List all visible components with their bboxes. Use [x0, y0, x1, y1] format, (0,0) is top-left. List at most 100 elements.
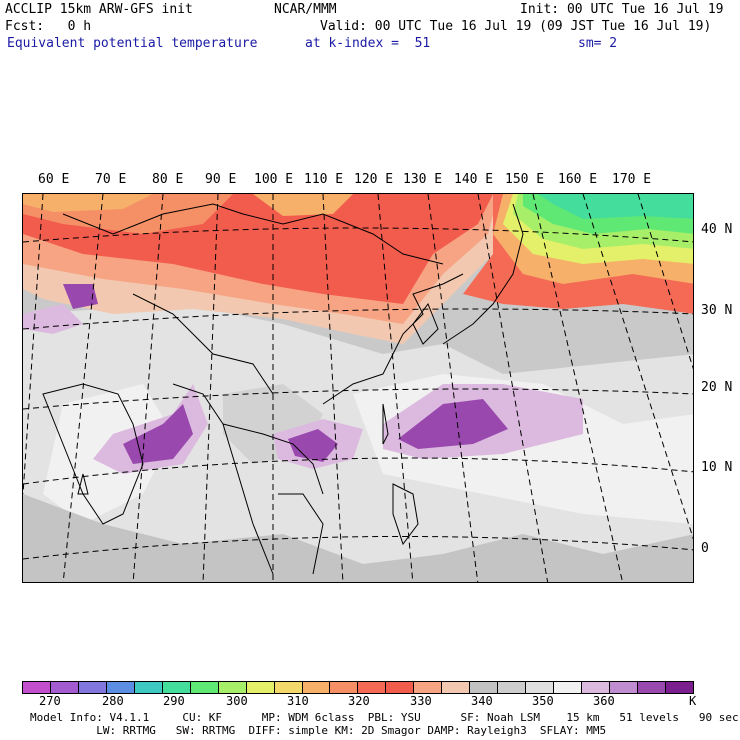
- lon-label: 80 E: [152, 172, 184, 187]
- level-index: at k-index = 51: [305, 36, 431, 51]
- lon-label: 120 E: [354, 172, 394, 187]
- field-lavender-bay-of-bengal: [93, 384, 208, 474]
- colorbar-label: 320: [348, 694, 370, 708]
- colorbar: [22, 681, 694, 694]
- coast-sri-lanka: [77, 473, 89, 495]
- coast-india: [42, 383, 144, 525]
- colorbar-swatch: [246, 682, 275, 693]
- colorbar-label: 270: [39, 694, 61, 708]
- valid-time: Valid: 00 UTC Tue 16 Jul 19 (09 JST Tue …: [320, 19, 712, 34]
- colorbar-swatch: [442, 682, 471, 693]
- field-orange-mongolia: [253, 194, 353, 216]
- center-label: NCAR/MMM: [274, 2, 337, 17]
- field-gray-south: [23, 494, 693, 582]
- colorbar-swatch: [330, 682, 359, 693]
- model-info-line1: Model Info: V4.1.1 CU: KF MP: WDM 6class…: [30, 711, 739, 724]
- lon-line-140e: [477, 194, 549, 582]
- lon-line-150e: [532, 194, 624, 582]
- lon-label: 170 E: [612, 172, 652, 187]
- field-purple-indochina: [288, 429, 338, 462]
- colorbar-swatch: [637, 682, 666, 693]
- colorbar-swatch: [610, 682, 638, 693]
- lat-line-10n: [23, 457, 693, 485]
- lat-label: 30 N: [701, 303, 733, 318]
- coast-korea: [412, 302, 439, 345]
- colorbar-swatch: [302, 682, 331, 693]
- lon-line-90e: [202, 194, 219, 582]
- colorbar-swatch: [50, 682, 79, 693]
- lon-line-120e: [377, 194, 414, 582]
- lon-label: 60 E: [38, 172, 70, 187]
- coast-japan: [442, 203, 524, 345]
- model-info-line2: LW: RRTMG SW: RRTMG DIFF: simple KM: 2D …: [30, 724, 607, 737]
- colorbar-label: 300: [226, 694, 248, 708]
- colorbar-label: 290: [163, 694, 185, 708]
- lat-label: 10 N: [701, 460, 733, 475]
- lon-label: 130 E: [403, 172, 443, 187]
- border-himalaya: [132, 293, 274, 395]
- colorbar-swatch: [386, 682, 415, 693]
- lat-line-30n: [23, 308, 693, 330]
- colorbar-swatch: [274, 682, 303, 693]
- lon-line-160e: [582, 194, 693, 540]
- field-purple-bay-of-bengal: [123, 404, 193, 464]
- forecast-hour: Fcst: 0 h: [5, 19, 92, 34]
- colorbar-swatch: [106, 682, 135, 693]
- coastlines: [42, 203, 524, 575]
- colorbar-swatch: [358, 682, 387, 693]
- lat-line-40n: [23, 227, 693, 243]
- map-field: [23, 194, 693, 582]
- lon-label: 100 E: [254, 172, 294, 187]
- colorbar-swatch: [162, 682, 191, 693]
- lon-label: 150 E: [505, 172, 545, 187]
- lon-label: 70 E: [95, 172, 127, 187]
- field-lavender-west: [23, 304, 83, 334]
- model-title: ACCLIP 15km ARW-GFS init: [5, 2, 193, 17]
- colorbar-swatch: [470, 682, 499, 693]
- colorbar-swatch: [665, 682, 693, 693]
- colorbar-swatch: [190, 682, 219, 693]
- lon-line-60e: [23, 194, 44, 495]
- lat-line-20n: [23, 388, 693, 410]
- colorbar-label: 310: [287, 694, 309, 708]
- colorbar-label: 340: [471, 694, 493, 708]
- colorbar-swatch: [218, 682, 247, 693]
- lon-label: 160 E: [558, 172, 598, 187]
- field-purple-philippine-sea: [398, 399, 508, 449]
- field-light-orange: [23, 194, 153, 212]
- colorbar-swatch: [134, 682, 163, 693]
- field-teal-pacific: [538, 194, 693, 219]
- lon-line-130e: [427, 194, 479, 582]
- colorbar-swatch: [414, 682, 443, 693]
- colorbar-swatch: [582, 682, 611, 693]
- coast-indochina: [172, 383, 324, 575]
- lat-label: 20 N: [701, 380, 733, 395]
- graticule: [23, 194, 693, 582]
- colorbar-swatch: [554, 682, 583, 693]
- field-name: Equivalent potential temperature: [7, 36, 258, 51]
- colorbar-label: 330: [410, 694, 432, 708]
- border-north: [62, 203, 444, 265]
- map-panel: [22, 193, 694, 583]
- colorbar-unit: K: [689, 694, 697, 708]
- colorbar-swatch: [78, 682, 107, 693]
- lon-label: 90 E: [205, 172, 237, 187]
- colorbar-swatch: [498, 682, 527, 693]
- lat-line-0: [23, 535, 693, 560]
- lat-label: 40 N: [701, 222, 733, 237]
- colorbar-label: 360: [593, 694, 615, 708]
- lon-line-170e: [637, 194, 693, 370]
- lat-label: 0: [701, 541, 709, 556]
- lon-label: 140 E: [454, 172, 494, 187]
- colorbar-label: 350: [532, 694, 554, 708]
- colorbar-swatch: [526, 682, 555, 693]
- lon-line-110e: [322, 194, 344, 582]
- coast-philippines: [392, 483, 419, 546]
- init-time: Init: 00 UTC Tue 16 Jul 19: [520, 2, 724, 17]
- lon-line-70e: [62, 194, 104, 582]
- colorbar-label: 280: [102, 694, 124, 708]
- smoothing-value: sm= 2: [578, 36, 618, 51]
- coast-taiwan: [382, 403, 389, 445]
- field-purple-kashmir: [63, 284, 98, 309]
- lon-line-80e: [132, 194, 164, 582]
